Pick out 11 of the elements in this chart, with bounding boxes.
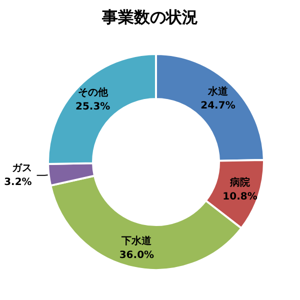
- slice-label: 水道: [206, 85, 229, 98]
- data-label: 25.3%: [75, 102, 110, 113]
- slice-label: ガス: [12, 162, 32, 174]
- data-label: 10.8%: [222, 191, 258, 202]
- data-label: 36.0%: [119, 250, 154, 261]
- data-label: 24.7%: [200, 100, 236, 112]
- chart-title: 事業数の状況: [101, 8, 198, 26]
- slice-label: 病院: [228, 176, 250, 188]
- data-label: 3.2%: [4, 176, 32, 188]
- slice-label: その他: [78, 86, 109, 99]
- slice-label: 下水道: [120, 234, 153, 247]
